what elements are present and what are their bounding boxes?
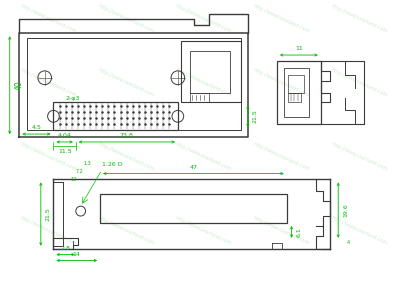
Text: http://www.soarland.com: http://www.soarland.com xyxy=(253,3,310,34)
Bar xyxy=(54,103,178,130)
Text: http://www.soarland.com: http://www.soarland.com xyxy=(253,142,310,172)
Text: http://www.soarland.com: http://www.soarland.com xyxy=(175,68,233,98)
Text: http://www.soarland.com: http://www.soarland.com xyxy=(330,68,388,98)
Bar xyxy=(277,61,321,124)
Text: 7.2: 7.2 xyxy=(76,169,84,174)
Text: http://www.soarland.com: http://www.soarland.com xyxy=(253,68,310,98)
Bar xyxy=(288,75,304,93)
Bar xyxy=(190,93,209,103)
Bar xyxy=(288,93,301,103)
Text: 6.1: 6.1 xyxy=(296,227,302,237)
Text: 4: 4 xyxy=(347,240,350,245)
Text: 4.5: 4.5 xyxy=(32,125,41,130)
Text: http://www.soarland.com: http://www.soarland.com xyxy=(330,142,388,172)
Text: http://www.soarland.com: http://www.soarland.com xyxy=(175,142,233,172)
Text: http://www.soarland.com: http://www.soarland.com xyxy=(330,3,388,34)
Text: 2-φ3: 2-φ3 xyxy=(66,96,80,101)
Text: http://www.soarland.com: http://www.soarland.com xyxy=(97,216,155,246)
Bar xyxy=(27,38,241,130)
Text: 14: 14 xyxy=(73,251,81,256)
Text: 11.5: 11.5 xyxy=(58,149,72,154)
Text: 11: 11 xyxy=(295,46,303,51)
Text: 21.5: 21.5 xyxy=(253,110,258,123)
Text: http://www.soarland.com: http://www.soarland.com xyxy=(253,216,310,246)
Text: 1.26 D: 1.26 D xyxy=(102,162,123,167)
Text: 2.8: 2.8 xyxy=(61,246,70,250)
Text: 1.3: 1.3 xyxy=(84,161,91,166)
Text: http://www.soarland.com: http://www.soarland.com xyxy=(97,142,155,172)
Text: 73.8: 73.8 xyxy=(120,133,134,138)
Text: 12: 12 xyxy=(71,177,77,182)
Text: 19.6: 19.6 xyxy=(343,203,348,217)
Bar xyxy=(190,51,230,93)
Text: 47: 47 xyxy=(190,165,198,170)
Text: http://www.soarland.com: http://www.soarland.com xyxy=(20,216,77,246)
Text: http://www.soarland.com: http://www.soarland.com xyxy=(330,216,388,246)
Text: http://www.soarland.com: http://www.soarland.com xyxy=(20,142,77,172)
Bar xyxy=(100,194,287,223)
Text: 4.04: 4.04 xyxy=(58,133,72,138)
Text: http://www.soarland.com: http://www.soarland.com xyxy=(97,68,155,98)
Text: 40: 40 xyxy=(14,80,24,90)
Text: 21.5: 21.5 xyxy=(46,207,51,221)
Bar xyxy=(284,68,309,117)
Text: http://www.soarland.com: http://www.soarland.com xyxy=(20,68,77,98)
Bar xyxy=(181,41,241,103)
Text: http://www.soarland.com: http://www.soarland.com xyxy=(175,3,233,34)
Text: http://www.soarland.com: http://www.soarland.com xyxy=(20,3,77,34)
Text: http://www.soarland.com: http://www.soarland.com xyxy=(175,216,233,246)
Text: http://www.soarland.com: http://www.soarland.com xyxy=(97,3,155,34)
